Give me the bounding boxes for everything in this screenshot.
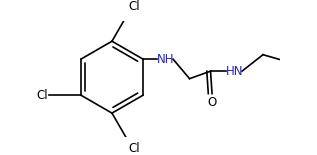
Text: NH: NH <box>157 53 175 66</box>
Text: Cl: Cl <box>128 142 140 155</box>
Text: Cl: Cl <box>36 89 48 102</box>
Text: O: O <box>207 96 217 109</box>
Text: Cl: Cl <box>128 0 140 13</box>
Text: HN: HN <box>226 65 244 78</box>
